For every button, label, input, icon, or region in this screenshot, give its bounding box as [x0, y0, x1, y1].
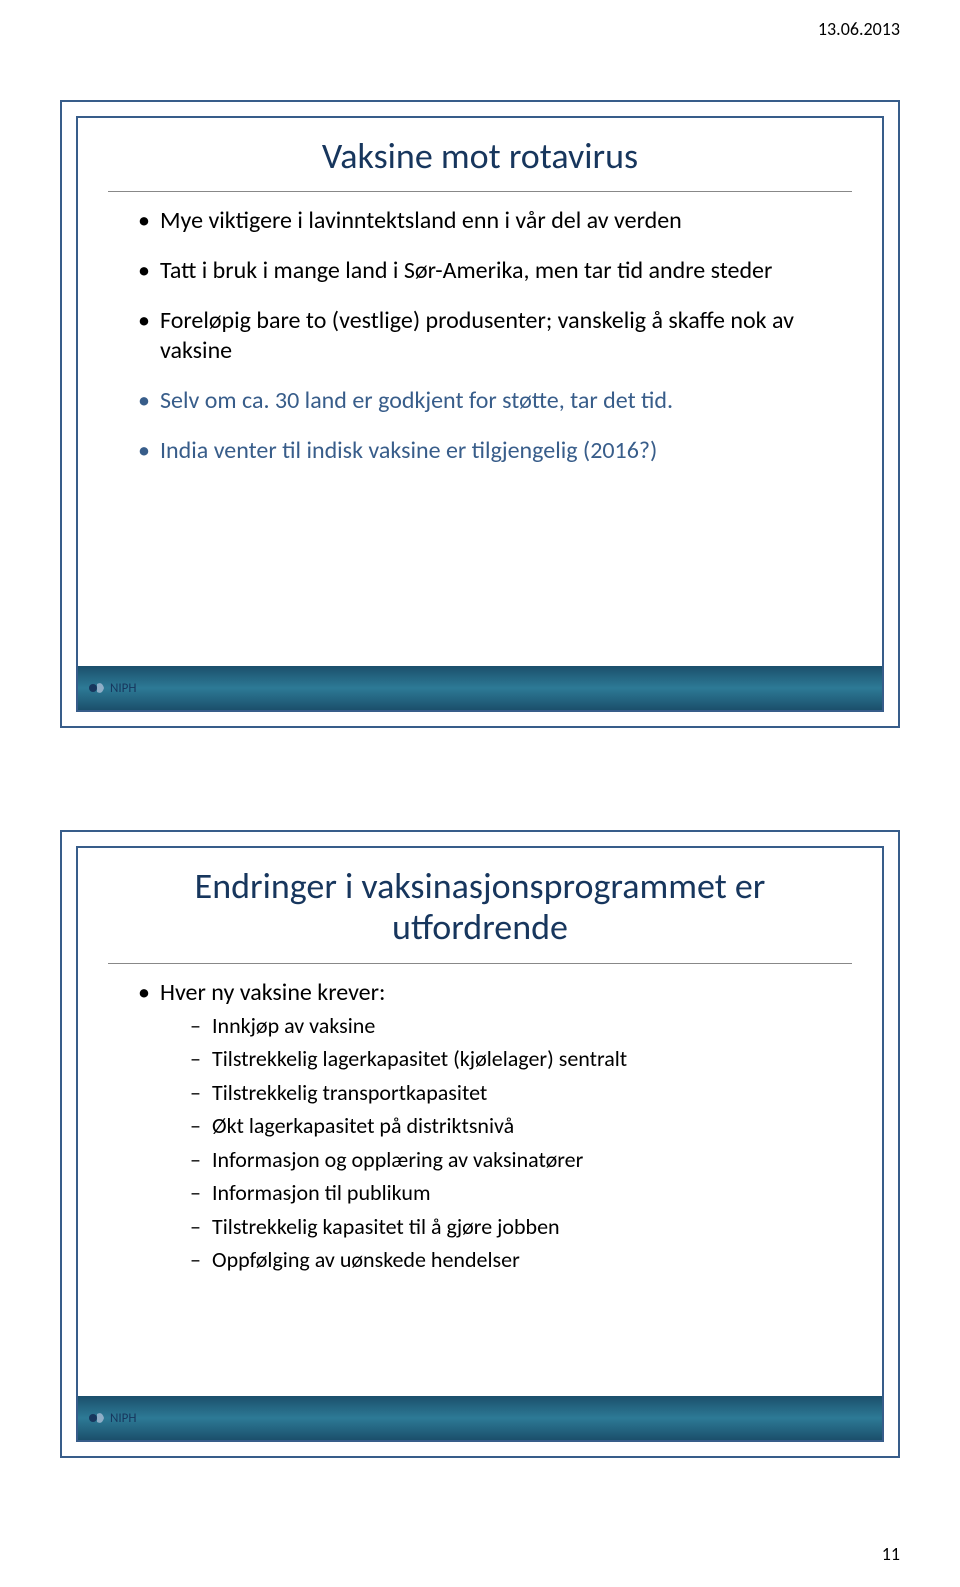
- sub-bullet: Økt lagerkapasitet på distriktsnivå: [190, 1112, 846, 1140]
- bullet-item: Mye viktigere i lavinntektsland enn i vå…: [138, 206, 846, 236]
- sub-bullet: Informasjon til publikum: [190, 1179, 846, 1207]
- slide-1-title-area: Vaksine mot rotavirus: [78, 118, 882, 185]
- sub-bullet: Informasjon og opplæring av vaksinatører: [190, 1146, 846, 1174]
- slide-1-title: Vaksine mot rotavirus: [108, 136, 852, 177]
- bullet-lead-text: Hver ny vaksine krever:: [160, 978, 385, 1007]
- slide-2: Endringer i vaksinasjonsprogrammet er ut…: [60, 830, 900, 1458]
- bullet-item: Tatt i bruk i mange land i Sør-Amerika, …: [138, 256, 846, 286]
- slide-1: Vaksine mot rotavirus Mye viktigere i la…: [60, 100, 900, 728]
- niph-logo: NIPH: [88, 1409, 136, 1427]
- sub-bullet: Innkjøp av vaksine: [190, 1012, 846, 1040]
- slide-2-title: Endringer i vaksinasjonsprogrammet er ut…: [108, 866, 852, 949]
- slide-1-content: Mye viktigere i lavinntektsland enn i vå…: [78, 192, 882, 496]
- sub-bullet: Tilstrekkelig transportkapasitet: [190, 1079, 846, 1107]
- sub-bullet: Tilstrekkelig lagerkapasitet (kjølelager…: [190, 1045, 846, 1073]
- logo-text: NIPH: [110, 1411, 136, 1426]
- page-number: 11: [882, 1543, 900, 1565]
- slide-1-footer-band: NIPH: [78, 666, 882, 710]
- logo-glyph-icon: [88, 679, 106, 697]
- bullet-item: India venter til indisk vaksine er tilgj…: [138, 436, 846, 466]
- slide-2-inner: Endringer i vaksinasjonsprogrammet er ut…: [76, 846, 884, 1442]
- bullet-item: Foreløpig bare to (vestlige) produsenter…: [138, 306, 846, 366]
- slide-2-footer-band: NIPH: [78, 1396, 882, 1440]
- slide-2-title-area: Endringer i vaksinasjonsprogrammet er ut…: [78, 848, 882, 957]
- page-date: 13.06.2013: [818, 18, 900, 40]
- bullet-item: Selv om ca. 30 land er godkjent for støt…: [138, 386, 846, 416]
- logo-glyph-icon: [88, 1409, 106, 1427]
- sub-bullet: Tilstrekkelig kapasitet til å gjøre jobb…: [190, 1213, 846, 1241]
- slide-1-inner: Vaksine mot rotavirus Mye viktigere i la…: [76, 116, 884, 712]
- bullet-lead: Hver ny vaksine krever: Innkjøp av vaksi…: [138, 978, 846, 1274]
- slide-2-content: Hver ny vaksine krever: Innkjøp av vaksi…: [78, 964, 882, 1304]
- niph-logo: NIPH: [88, 679, 136, 697]
- sub-bullet: Oppfølging av uønskede hendelser: [190, 1246, 846, 1274]
- logo-text: NIPH: [110, 681, 136, 696]
